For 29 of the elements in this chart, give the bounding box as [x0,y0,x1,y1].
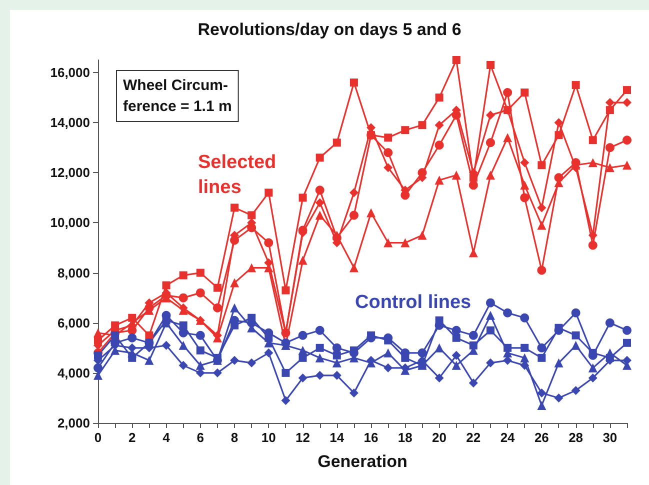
x-tick-label: 20 [432,430,447,445]
y-tick-label: 8,000 [57,265,90,280]
x-tick-label: 26 [534,430,549,445]
y-tick-label: 4,000 [57,365,90,380]
annotation: Selected lines [198,152,276,198]
x-tick-label: 28 [568,430,584,445]
x-tick-label: 30 [602,430,618,445]
y-tick-label: 14,000 [50,115,90,130]
x-tick-label: 22 [466,430,481,445]
y-tick-label: 12,000 [50,165,90,180]
x-tick-label: 6 [196,430,204,445]
y-tick-label: 10,000 [50,215,90,230]
x-tick-label: 2 [128,430,136,445]
x-tick-label: 14 [330,430,345,445]
chart-title: Revolutions/day on days 5 and 6 [198,20,462,39]
y-tick-label: 6,000 [57,315,90,330]
x-tick-label: 18 [398,430,412,445]
x-tick-label: 0 [94,430,102,445]
y-tick-label: 16,000 [50,65,90,80]
x-tick-label: 10 [261,430,276,445]
x-tick-label: 4 [162,430,171,445]
annotation: Wheel Circum- ference = 1.1 m [123,77,232,115]
x-tick-label: 12 [296,430,310,445]
x-axis-title: Generation [318,452,408,471]
y-tick-label: 2,000 [57,416,90,430]
annotation: Control lines [355,292,472,313]
x-tick-label: 24 [500,430,516,445]
x-tick-label: 8 [230,430,238,445]
x-tick-label: 16 [364,430,378,445]
